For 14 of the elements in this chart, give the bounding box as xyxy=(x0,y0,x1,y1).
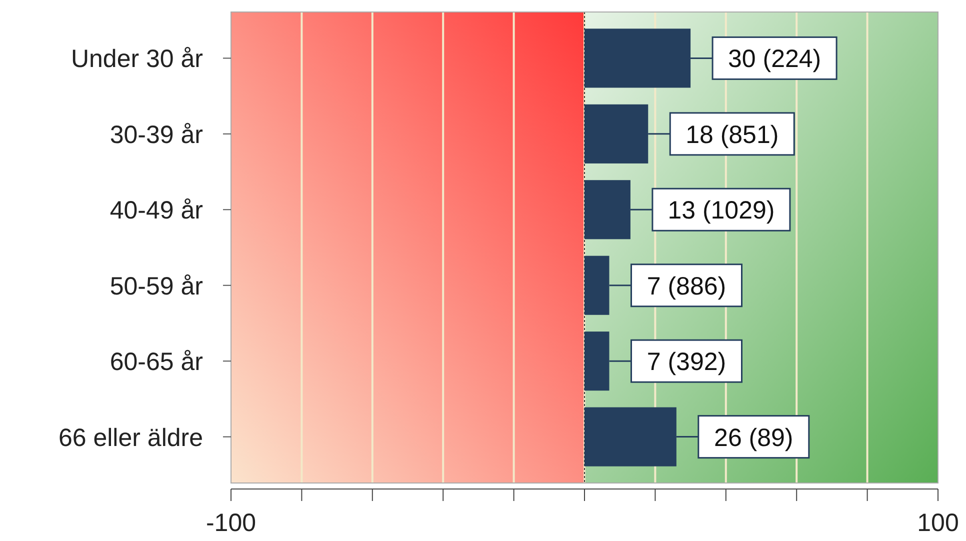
data-label: 26 (89) xyxy=(714,424,794,452)
y-tick-label: 40-49 år xyxy=(110,196,203,225)
y-tick-label: 66 eller äldre xyxy=(58,424,203,452)
y-tick-label: 50-59 år xyxy=(110,272,203,300)
data-label: 13 (1029) xyxy=(668,196,775,225)
data-label: 7 (886) xyxy=(646,272,726,300)
y-tick-label: 30-39 år xyxy=(110,120,203,149)
x-tick-label: -100 xyxy=(206,509,256,537)
x-tick-label: 100 xyxy=(917,509,959,537)
y-tick-label: 60-65 år xyxy=(110,348,203,376)
data-label: 30 (224) xyxy=(728,45,822,74)
data-label: 7 (392) xyxy=(646,348,726,376)
y-tick-label: Under 30 år xyxy=(70,45,203,74)
data-label: 18 (851) xyxy=(686,120,779,149)
